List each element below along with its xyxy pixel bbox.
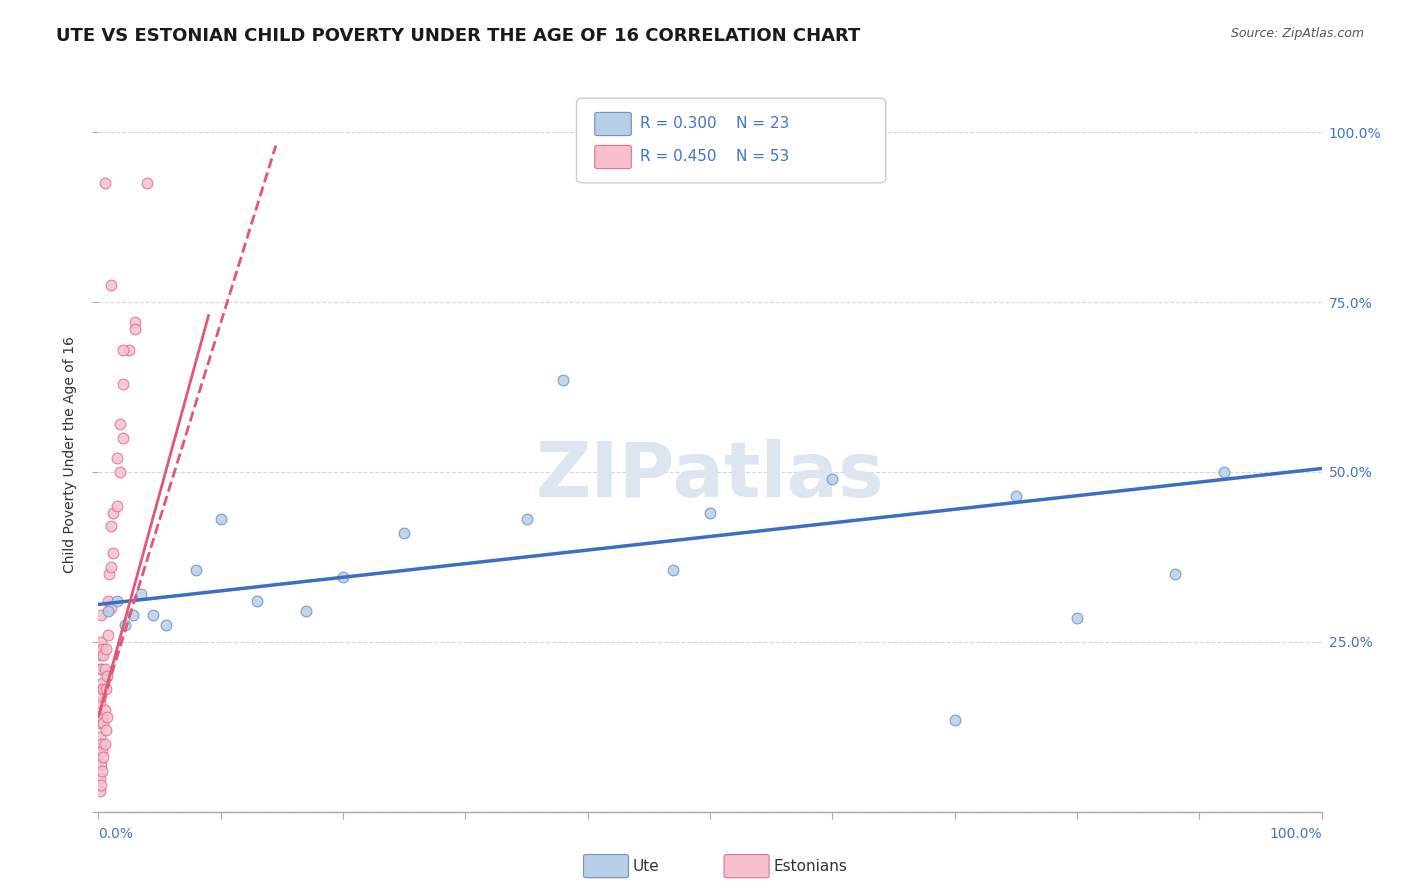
Point bbox=[91, 716, 114, 731]
Point bbox=[89, 662, 111, 676]
Point bbox=[155, 617, 177, 632]
Text: 0.0%: 0.0% bbox=[98, 827, 134, 841]
Point bbox=[96, 669, 118, 683]
Point bbox=[91, 743, 114, 757]
Point bbox=[93, 703, 115, 717]
Point bbox=[136, 176, 159, 190]
Point bbox=[515, 512, 537, 526]
Point bbox=[91, 648, 114, 663]
Point bbox=[124, 322, 146, 336]
Text: Source: ZipAtlas.com: Source: ZipAtlas.com bbox=[1230, 27, 1364, 40]
Point bbox=[90, 607, 112, 622]
Point bbox=[332, 570, 354, 584]
Point bbox=[100, 600, 122, 615]
Text: ZIPatlas: ZIPatlas bbox=[536, 440, 884, 513]
Point bbox=[90, 635, 112, 649]
Point bbox=[111, 343, 134, 357]
Point bbox=[111, 376, 134, 391]
Point bbox=[89, 730, 111, 744]
Point bbox=[186, 564, 208, 578]
Point bbox=[553, 373, 575, 387]
Point bbox=[105, 594, 128, 608]
Point bbox=[392, 526, 416, 541]
Point bbox=[91, 764, 114, 778]
Point bbox=[97, 604, 120, 618]
Y-axis label: Child Poverty Under the Age of 16: Child Poverty Under the Age of 16 bbox=[63, 336, 77, 574]
Point bbox=[121, 607, 143, 622]
Point bbox=[699, 506, 721, 520]
Point bbox=[96, 709, 118, 723]
Point bbox=[97, 594, 120, 608]
Point bbox=[89, 682, 111, 697]
Point bbox=[94, 723, 117, 738]
Point bbox=[124, 315, 146, 329]
Point bbox=[1164, 566, 1187, 581]
Point bbox=[114, 617, 136, 632]
Point bbox=[90, 757, 112, 772]
Point bbox=[90, 662, 112, 676]
Text: UTE VS ESTONIAN CHILD POVERTY UNDER THE AGE OF 16 CORRELATION CHART: UTE VS ESTONIAN CHILD POVERTY UNDER THE … bbox=[56, 27, 860, 45]
Point bbox=[91, 641, 114, 656]
Point bbox=[93, 176, 115, 190]
Point bbox=[943, 713, 966, 727]
Point bbox=[90, 737, 112, 751]
Point bbox=[129, 587, 152, 601]
Point bbox=[94, 641, 117, 656]
Point bbox=[94, 682, 117, 697]
Point bbox=[111, 431, 134, 445]
Point bbox=[89, 716, 111, 731]
Point bbox=[90, 778, 112, 792]
Point bbox=[98, 566, 121, 581]
Point bbox=[100, 278, 122, 293]
Point bbox=[89, 743, 111, 757]
Text: Estonians: Estonians bbox=[773, 859, 848, 873]
Point bbox=[1066, 611, 1088, 625]
Point bbox=[209, 512, 232, 526]
Point bbox=[662, 564, 685, 578]
Point bbox=[93, 737, 115, 751]
Point bbox=[91, 750, 114, 764]
Point bbox=[1004, 489, 1026, 503]
Point bbox=[295, 604, 318, 618]
Point bbox=[90, 689, 112, 703]
Point bbox=[97, 628, 120, 642]
Point bbox=[91, 709, 114, 723]
Point bbox=[89, 757, 111, 772]
Point bbox=[101, 506, 124, 520]
Point bbox=[110, 465, 132, 479]
Point bbox=[89, 771, 111, 785]
Text: Ute: Ute bbox=[633, 859, 659, 873]
Point bbox=[91, 675, 114, 690]
Text: 100.0%: 100.0% bbox=[1270, 827, 1322, 841]
Text: R = 0.450    N = 53: R = 0.450 N = 53 bbox=[640, 150, 789, 164]
Point bbox=[93, 662, 115, 676]
Point bbox=[110, 417, 132, 432]
Point bbox=[100, 519, 122, 533]
Point bbox=[100, 560, 122, 574]
Point bbox=[90, 709, 112, 723]
Text: R = 0.300    N = 23: R = 0.300 N = 23 bbox=[640, 117, 789, 131]
Point bbox=[1212, 465, 1234, 479]
Point bbox=[105, 499, 128, 513]
Point bbox=[246, 594, 269, 608]
Point bbox=[89, 784, 111, 798]
Point bbox=[101, 546, 124, 560]
Point bbox=[89, 696, 111, 710]
Point bbox=[821, 472, 844, 486]
Point bbox=[142, 607, 165, 622]
Point bbox=[91, 682, 114, 697]
Point bbox=[89, 648, 111, 663]
Point bbox=[105, 451, 128, 466]
Point bbox=[118, 343, 141, 357]
